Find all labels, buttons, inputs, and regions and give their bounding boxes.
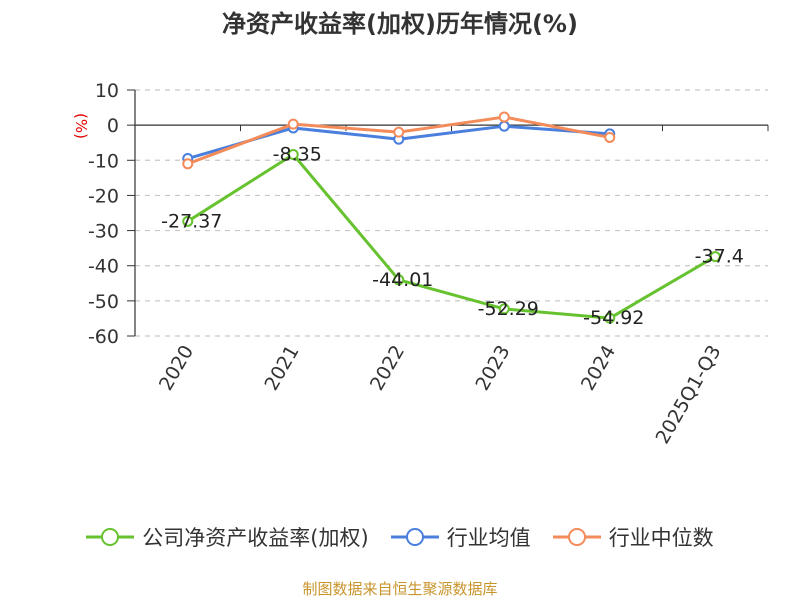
y-tick-label: -10	[88, 150, 119, 172]
y-tick-label: -60	[88, 326, 119, 348]
y-tick-label: -40	[88, 256, 119, 278]
series	[182, 111, 721, 324]
legend-item-company[interactable]: 公司净资产收益率(加权)	[86, 522, 369, 552]
legend-line-icon	[552, 528, 601, 546]
data-label: -27.37	[161, 210, 222, 232]
data-point	[182, 215, 194, 227]
data-point	[604, 312, 616, 324]
data-point	[182, 158, 194, 170]
y-tick-label: -30	[88, 221, 119, 243]
data-label: -8.35	[273, 143, 322, 165]
data-labels: -27.37 -8.35 -44.01 -52.29 -54.92 -37.4	[161, 143, 744, 329]
data-point	[287, 118, 299, 130]
data-point	[393, 274, 405, 286]
series-line	[186, 152, 717, 320]
y-tick-label: -20	[88, 185, 119, 207]
data-label: -54.92	[583, 307, 644, 329]
legend-line-icon	[390, 528, 439, 546]
data-label: -37.4	[695, 246, 744, 268]
legend: 公司净资产收益率(加权) 行业均值 行业中位数	[0, 520, 800, 554]
data-point	[498, 120, 510, 132]
legend-line-icon	[86, 528, 135, 546]
legend-label: 行业均值	[446, 526, 531, 550]
data-point	[604, 131, 616, 143]
legend-label: 行业中位数	[608, 526, 714, 550]
data-point	[287, 148, 299, 160]
data-point	[709, 251, 721, 263]
line-chart: 10 0 -10 -20 -30 -40 -50 -60 2020 2021 2022 2023 202…	[72, 80, 769, 448]
x-tick-label: 2024	[577, 342, 620, 395]
chart-title: 净资产收益率(加权)历年情况(%)	[222, 10, 578, 38]
data-point	[498, 111, 510, 123]
y-tick-label: -50	[88, 291, 119, 313]
x-tick-label: 2025Q1-Q3	[652, 342, 726, 448]
x-tick-label: 2020	[155, 342, 198, 395]
data-source-note: 制图数据来自恒生聚源数据库	[302, 580, 498, 598]
x-tick-label: 2022	[366, 342, 409, 395]
data-label: -52.29	[478, 298, 539, 320]
x-tick-label: 2021	[260, 342, 303, 395]
data-point	[498, 303, 510, 315]
y-tick-label: 0	[107, 115, 119, 137]
legend-item-industry-median[interactable]: 行业中位数	[552, 522, 714, 552]
y-tick-label: 10	[95, 80, 119, 102]
legend-label: 公司净资产收益率(加权)	[142, 526, 369, 550]
x-tick-label: 2023	[471, 342, 514, 395]
data-point	[393, 126, 405, 138]
legend-item-industry-mean[interactable]: 行业均值	[390, 522, 531, 552]
data-label: -44.01	[372, 269, 433, 291]
y-unit-label: (%)	[72, 113, 90, 139]
